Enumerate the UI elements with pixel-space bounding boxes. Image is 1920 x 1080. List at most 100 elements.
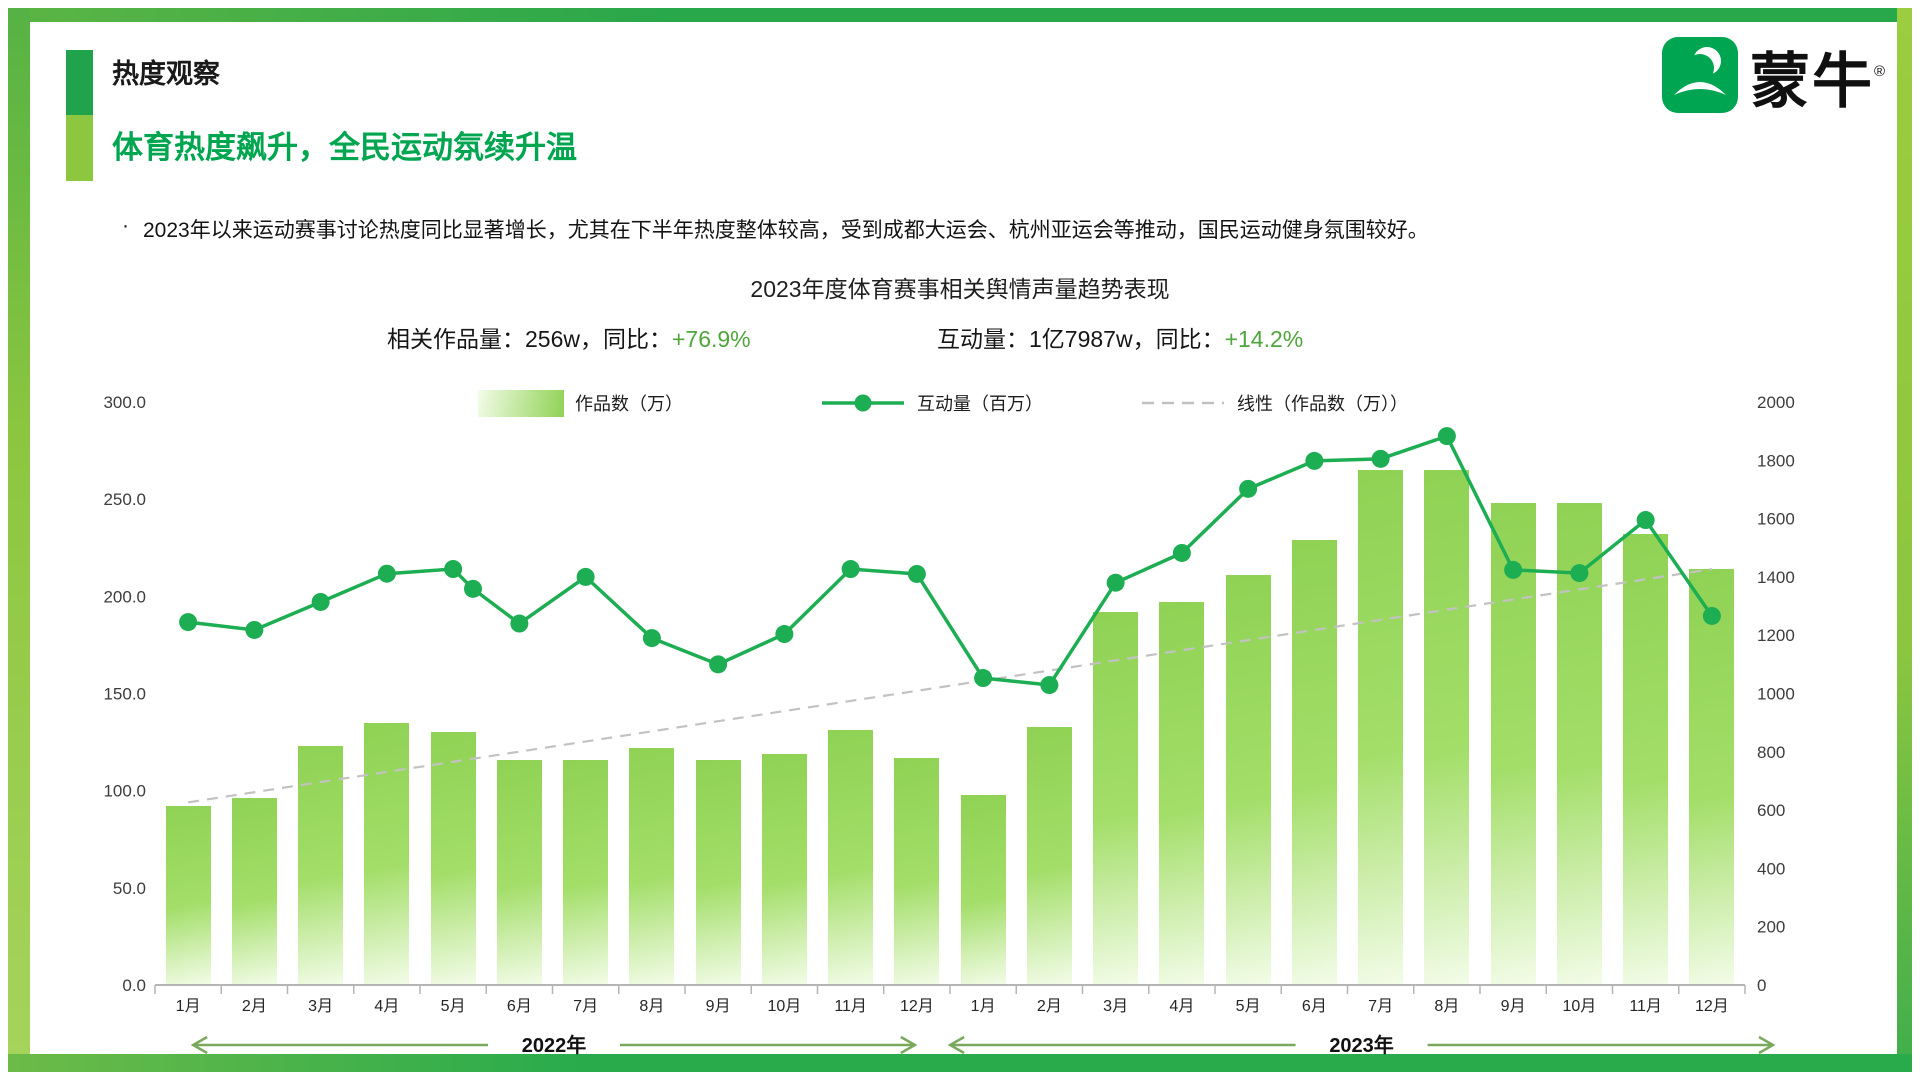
month-label: 8月 — [639, 998, 664, 1015]
bar — [165, 806, 211, 985]
stat-works-label: 相关作品量：256w，同比： — [387, 326, 672, 352]
right-axis-tick: 1400 — [1757, 568, 1795, 587]
accent-bar-dark — [66, 50, 93, 115]
bar — [828, 730, 874, 985]
month-label: 6月 — [507, 998, 532, 1015]
bar — [364, 722, 410, 985]
left-axis-tick: 0.0 — [122, 976, 146, 995]
line-marker — [377, 564, 396, 583]
stat-works: 相关作品量：256w，同比：+76.9% — [387, 320, 751, 354]
bar — [1093, 611, 1139, 985]
right-axis-tick: 2000 — [1757, 393, 1795, 412]
accent-bar-light — [66, 115, 93, 181]
left-axis-tick: 100.0 — [103, 782, 146, 801]
month-label: 1月 — [971, 998, 996, 1015]
month-label: 5月 — [1236, 998, 1261, 1015]
right-axis-tick: 1600 — [1757, 510, 1795, 529]
year-label: 2022年 — [522, 1033, 587, 1057]
line-marker — [1504, 560, 1523, 579]
mengniu-cow-icon — [1662, 36, 1738, 118]
month-label: 3月 — [308, 998, 333, 1015]
bar — [1556, 503, 1602, 985]
legend-item-bars: 作品数（万） — [478, 388, 683, 418]
left-axis-tick: 200.0 — [103, 587, 146, 606]
arrow-head-right-icon — [1758, 1035, 1776, 1055]
bar — [231, 798, 277, 985]
line-marker — [642, 629, 661, 648]
bar — [1291, 539, 1337, 985]
legend-item-trend: 线性（作品数（万）） — [1140, 388, 1408, 418]
month-label: 10月 — [767, 998, 801, 1015]
line-marker — [1305, 451, 1324, 470]
left-axis-tick: 250.0 — [103, 490, 146, 509]
line-marker — [1570, 564, 1589, 583]
right-axis-tick: 1200 — [1757, 626, 1795, 645]
line-marker — [576, 567, 595, 586]
bar — [1689, 569, 1735, 985]
line-marker — [1239, 479, 1258, 498]
line-marker — [709, 655, 728, 674]
arrow-head-right-icon — [900, 1035, 918, 1055]
page-border-right — [1897, 8, 1912, 1072]
page-border-bottom — [8, 1054, 1912, 1072]
right-axis-tick: 0 — [1757, 976, 1766, 995]
arrow-head-left-icon — [947, 1035, 965, 1055]
legend-label-bars: 作品数（万） — [575, 394, 683, 414]
left-axis-tick: 300.0 — [103, 393, 146, 412]
month-label: 3月 — [1103, 998, 1128, 1015]
month-label: 8月 — [1434, 998, 1459, 1015]
right-axis-tick: 200 — [1757, 918, 1785, 937]
right-axis-tick: 400 — [1757, 859, 1785, 878]
month-label: 9月 — [1501, 998, 1526, 1015]
brand-name: 蒙牛® — [1750, 48, 1888, 115]
brand-logo: 蒙牛® — [1662, 34, 1887, 120]
page-border-left — [8, 8, 30, 1072]
bar — [1225, 574, 1271, 985]
month-label: 11月 — [1629, 998, 1662, 1015]
bar — [1424, 470, 1470, 985]
bar — [298, 745, 344, 985]
key-insight: · 2023年以来运动赛事讨论热度同比显著增长，尤其在下半年热度整体较高，受到成… — [122, 214, 1782, 244]
right-axis-tick: 600 — [1757, 801, 1785, 820]
stat-works-value: +76.9% — [671, 326, 751, 352]
month-label: 2月 — [242, 998, 267, 1015]
month-label: 4月 — [374, 998, 399, 1015]
bar — [496, 759, 542, 985]
legend-item-line: 互动量（百万） — [820, 388, 1043, 418]
section-label: 热度观察 — [112, 59, 220, 89]
month-label: 7月 — [573, 998, 598, 1015]
line-marker — [1172, 543, 1191, 562]
trend-chart: 0.0 50.0 100.0 150.0 200.0 250.0 300.0 0 200 400 6… — [103, 393, 1795, 1057]
bullet-dot: · — [122, 214, 129, 237]
chart-legend: 作品数（万） 互动量（百万） 线性（作品数（万）） — [0, 388, 1920, 418]
page-border-top — [8, 8, 1912, 22]
key-insight-text: 2023年以来运动赛事讨论热度同比显著增长，尤其在下半年热度整体较高，受到成都大… — [143, 219, 1429, 242]
month-label: 2月 — [1037, 998, 1062, 1015]
month-label: 5月 — [441, 998, 466, 1015]
bar-series — [155, 402, 1745, 985]
registered-mark: ® — [1874, 63, 1888, 80]
bar — [1026, 726, 1072, 985]
bar — [960, 794, 1006, 985]
month-label: 11月 — [834, 998, 867, 1015]
stat-interactions-value: +14.2% — [1224, 326, 1304, 352]
month-label: 4月 — [1169, 998, 1194, 1015]
arrow-head-left-icon — [190, 1035, 208, 1055]
stat-interactions: 互动量：1亿7987w，同比：+14.2% — [937, 320, 1303, 354]
line-marker — [510, 614, 529, 633]
month-label: 10月 — [1562, 998, 1596, 1015]
interaction-line — [187, 433, 1714, 687]
chart-title: 2023年度体育赛事相关舆情声量趋势表现 — [750, 276, 1170, 302]
month-label: 7月 — [1368, 998, 1393, 1015]
line-marker — [907, 564, 926, 583]
line-marker — [1106, 573, 1125, 592]
right-axis-tick: 1800 — [1757, 451, 1795, 470]
bar — [1159, 602, 1205, 985]
line-marker — [179, 613, 198, 632]
bar — [1358, 470, 1404, 985]
line-marker — [1040, 676, 1059, 695]
stat-interactions-label: 互动量：1亿7987w，同比： — [937, 326, 1225, 352]
month-label: 9月 — [706, 998, 731, 1015]
left-axis-tick: 50.0 — [113, 879, 146, 898]
